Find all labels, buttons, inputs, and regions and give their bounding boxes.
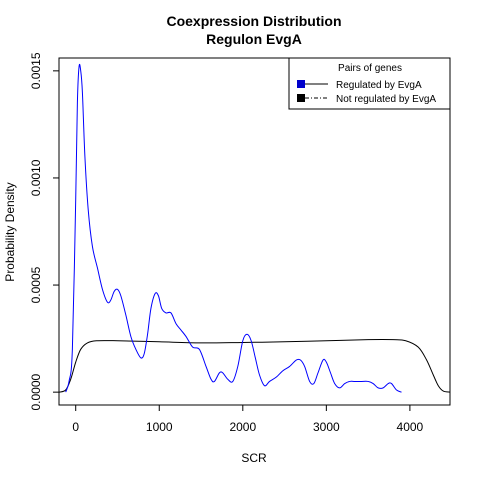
y-tick-label: 0.0015 bbox=[29, 52, 43, 89]
chart-subtitle: Regulon EvgA bbox=[206, 31, 302, 47]
y-axis: 0.0000 0.0005 0.0010 0.0015 bbox=[29, 52, 59, 410]
series-line-regulated bbox=[65, 63, 402, 393]
x-tick-label: 4000 bbox=[397, 420, 424, 434]
y-tick-label: 0.0010 bbox=[29, 159, 43, 196]
chart-title: Coexpression Distribution bbox=[166, 13, 341, 29]
legend-label-regulated: Regulated by EvgA bbox=[336, 80, 422, 91]
series-line-not-regulated bbox=[58, 339, 451, 393]
legend: Pairs of genes Regulated by EvgA Not reg… bbox=[288, 57, 451, 110]
legend-swatch-regulated bbox=[297, 80, 305, 88]
legend-swatch-not-regulated bbox=[297, 94, 305, 102]
legend-label-not-regulated: Not regulated by EvgA bbox=[336, 94, 436, 105]
x-tick-label: 3000 bbox=[313, 420, 340, 434]
legend-title: Pairs of genes bbox=[338, 63, 402, 74]
y-axis-label: Probability Density bbox=[3, 182, 17, 281]
x-tick-label: 1000 bbox=[146, 420, 173, 434]
y-tick-label: 0.0005 bbox=[29, 266, 43, 303]
plot-frame bbox=[58, 57, 451, 406]
y-tick-label: 0.0000 bbox=[29, 373, 43, 410]
x-tick-label: 2000 bbox=[229, 420, 256, 434]
x-axis-label: SCR bbox=[241, 451, 267, 465]
x-axis: 0 1000 2000 3000 4000 bbox=[72, 405, 424, 434]
series-layer bbox=[58, 63, 451, 393]
x-tick-label: 0 bbox=[72, 420, 79, 434]
